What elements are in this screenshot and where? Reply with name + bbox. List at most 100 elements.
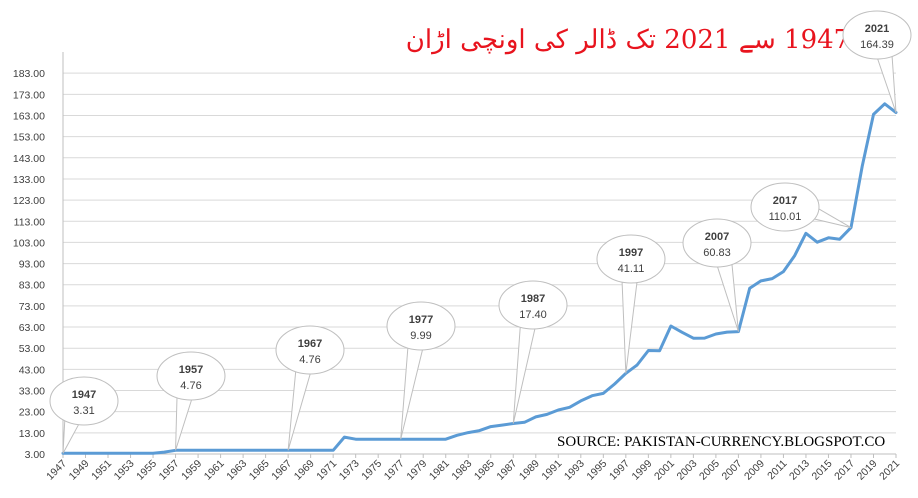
x-tick-label: 1963	[224, 458, 249, 483]
x-tick-label: 2001	[652, 458, 677, 483]
callout-fill	[158, 353, 224, 399]
y-tick-label: 143.00	[13, 153, 45, 165]
callout-2017: 2017 110.01	[750, 182, 852, 232]
callout-year: 1957	[179, 364, 203, 376]
annotation-callouts: 1947 3.31 1957 4.76 1967 4.76 1977 9.99 1987 17.4…	[49, 10, 912, 454]
callout-year: 1947	[72, 389, 96, 401]
x-tick-label: 1981	[427, 458, 452, 483]
callout-year: 1967	[298, 338, 322, 350]
callout-1997: 1997 41.11	[596, 234, 666, 374]
x-tick-label: 1989	[517, 458, 542, 483]
callout-year: 2007	[705, 231, 729, 243]
callout-pointer	[62, 420, 80, 454]
callout-2007: 2007 60.83	[682, 218, 752, 332]
y-tick-label: 113.00	[14, 216, 45, 228]
x-tick-label: 2019	[855, 458, 880, 483]
y-tick-label: 163.00	[13, 110, 45, 122]
callout-pointer	[400, 347, 424, 440]
x-tick-label: 2003	[674, 458, 699, 483]
x-tick-label: 2005	[697, 458, 722, 483]
x-tick-label: 1953	[112, 458, 137, 483]
callout-fill	[51, 378, 117, 424]
callout-1957: 1957 4.76	[156, 351, 226, 451]
callout-fill	[277, 327, 343, 373]
x-tick-label: 2017	[832, 458, 857, 483]
callout-1977: 1977 9.99	[386, 301, 456, 440]
callout-value: 3.31	[73, 405, 94, 417]
callout-value: 164.39	[860, 39, 894, 51]
x-axis-ticks: 1947194919511953195519571959196119631965…	[44, 454, 902, 483]
callout-fill	[684, 220, 750, 266]
y-tick-label: 3.00	[25, 449, 46, 461]
callout-fill	[598, 236, 664, 282]
callout-fill	[844, 12, 910, 58]
callout-pointer	[287, 371, 311, 451]
source-label: SOURCE: PAKISTAN-CURRENCY.BLOGSPOT.CO	[557, 434, 885, 450]
chart-title: 1947 سے 2021 تک ڈالر کی اونچی اڑان	[406, 25, 850, 55]
x-tick-label: 1955	[134, 458, 159, 483]
x-tick-label: 2007	[720, 458, 745, 483]
x-tick-label: 1967	[269, 458, 294, 483]
x-tick-label: 2011	[765, 458, 790, 483]
y-tick-label: 133.00	[13, 174, 45, 186]
series-line	[61, 102, 898, 455]
callout-pointer	[716, 263, 739, 332]
callout-value: 110.01	[769, 211, 802, 223]
callout-1947: 1947 3.31	[49, 376, 119, 454]
x-tick-label: 1991	[539, 458, 564, 483]
y-tick-label: 83.00	[19, 280, 45, 292]
callout-1967: 1967 4.76	[275, 325, 345, 451]
y-tick-label: 43.00	[19, 364, 45, 376]
x-tick-label: 1965	[247, 458, 272, 483]
y-tick-label: 73.00	[19, 301, 45, 313]
x-tick-label: 2009	[742, 458, 767, 483]
callout-fill	[388, 303, 454, 349]
y-tick-label: 23.00	[19, 407, 45, 419]
callout-value: 60.83	[703, 247, 731, 259]
callout-year: 1987	[521, 293, 545, 305]
y-tick-label: 123.00	[13, 195, 45, 207]
callout-fill	[500, 282, 566, 328]
x-tick-label: 1961	[202, 458, 227, 483]
y-axis-ticks: 3.00 13.00 23.00 33.00 43.00 53.00 63.00 73.00 8…	[13, 68, 45, 461]
x-tick-label: 1973	[337, 458, 362, 483]
x-tick-label: 1985	[472, 458, 497, 483]
y-tick-label: 183.00	[13, 68, 45, 80]
callout-value: 17.40	[519, 309, 547, 321]
y-tick-label: 173.00	[13, 89, 45, 101]
x-tick-label: 1997	[607, 458, 632, 483]
callout-2021: 2021 164.39	[842, 10, 912, 113]
y-tick-label: 63.00	[19, 322, 45, 334]
x-tick-label: 1979	[404, 458, 429, 483]
x-tick-label: 1957	[157, 458, 182, 483]
x-tick-label: 1995	[584, 458, 609, 483]
x-tick-label: 1949	[67, 458, 92, 483]
x-tick-label: 1975	[359, 458, 384, 483]
x-tick-label: 2021	[877, 458, 902, 483]
x-tick-label: 1987	[494, 458, 519, 483]
callout-year: 1997	[619, 247, 643, 259]
x-tick-label: 2015	[810, 458, 835, 483]
callout-value: 4.76	[299, 354, 320, 366]
callout-pointer	[512, 326, 536, 424]
callout-pointer	[813, 208, 852, 229]
x-tick-label: 1977	[382, 458, 407, 483]
x-tick-label: 1951	[89, 458, 114, 483]
y-tick-label: 103.00	[13, 237, 45, 249]
callout-pointer	[175, 397, 193, 451]
callout-value: 9.99	[410, 330, 431, 342]
x-tick-label: 1999	[629, 458, 654, 483]
x-tick-label: 1959	[179, 458, 204, 483]
callout-year: 2017	[773, 195, 797, 207]
y-tick-label: 53.00	[19, 343, 45, 355]
x-tick-label: 1947	[44, 458, 69, 483]
y-tick-label: 93.00	[19, 259, 45, 271]
callout-value: 4.76	[180, 380, 201, 392]
callout-year: 1977	[409, 314, 433, 326]
y-tick-label: 13.00	[19, 428, 45, 440]
x-tick-label: 1969	[292, 458, 317, 483]
x-tick-label: 1971	[314, 458, 339, 483]
callout-fill	[752, 184, 818, 230]
callout-pointer	[621, 281, 638, 374]
